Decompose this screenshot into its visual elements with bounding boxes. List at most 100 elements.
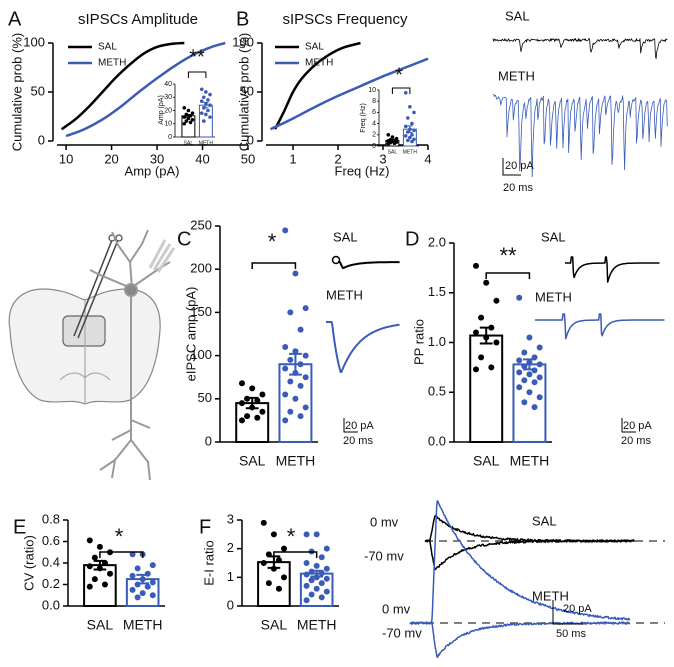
significance-mark: *: [115, 524, 124, 549]
y-tick-label: 4: [372, 120, 376, 127]
data-point: [516, 369, 523, 376]
data-point: [144, 583, 151, 590]
trace-label: METH: [326, 287, 363, 302]
legend-label: SAL: [305, 42, 324, 53]
data-point: [281, 574, 288, 581]
x-tick-label: 50: [241, 151, 255, 166]
data-point: [403, 91, 408, 95]
trace-label: SAL: [541, 229, 566, 244]
data-point: [287, 309, 294, 316]
y-tick-label: 1: [227, 569, 234, 584]
sal-eipsc-trace: [337, 261, 400, 270]
data-point: [531, 354, 538, 361]
y-tick-label: 0.4: [42, 554, 60, 569]
y-tick-label: 2: [372, 132, 376, 139]
data-point: [182, 106, 187, 110]
cumulative-line: [65, 41, 226, 138]
y-tick-label: 0.5: [428, 384, 446, 399]
x-tick-label: 10: [59, 151, 73, 166]
data-point: [386, 133, 391, 137]
data-point: [184, 119, 189, 123]
data-point: [259, 391, 266, 398]
data-point: [472, 366, 479, 373]
significance-mark: **: [189, 46, 205, 68]
data-point: [190, 117, 195, 122]
slice-diagram: [8, 234, 161, 405]
x-tick-label: 20: [104, 151, 118, 166]
y-tick-label: 10: [368, 87, 376, 94]
data-point: [129, 586, 136, 593]
data-point: [238, 400, 245, 407]
data-point: [265, 580, 272, 587]
significance-bracket: [485, 272, 531, 279]
data-point: [488, 364, 495, 371]
data-point: [406, 116, 410, 120]
data-point: [270, 531, 277, 538]
stim-artifact: [331, 255, 341, 265]
panel-label: E: [13, 516, 26, 538]
y-axis-label: E-I ratio: [201, 540, 216, 586]
data-point: [91, 554, 98, 561]
data-point: [303, 571, 310, 578]
data-point: [254, 414, 261, 421]
data-point: [282, 227, 289, 234]
data-point: [287, 356, 294, 363]
significance-bracket: [187, 71, 207, 78]
data-point: [318, 570, 325, 577]
meth-sipsc-trace: [493, 94, 668, 178]
x-tick-label: SAL: [473, 453, 500, 469]
meth-pp-trace: [534, 313, 665, 340]
legend-label: METH: [98, 58, 126, 69]
x-tick-label: SAL: [261, 617, 288, 633]
data-point: [282, 417, 289, 424]
y-tick-label: 0: [38, 132, 45, 147]
data-point: [297, 413, 304, 420]
significance-bracket: [273, 551, 318, 558]
data-point: [282, 343, 289, 350]
data-point: [134, 581, 141, 588]
y-tick-label: 2: [227, 540, 234, 555]
data-point: [303, 560, 310, 566]
significance-mark: *: [268, 229, 277, 254]
data-point: [313, 574, 320, 581]
data-point: [403, 134, 408, 138]
data-point: [323, 545, 330, 552]
data-point: [260, 519, 267, 526]
y-axis-label: Freq (Hz): [360, 103, 367, 133]
data-point: [144, 570, 151, 577]
data-point: [204, 112, 208, 117]
data-point: [406, 138, 410, 143]
sal-ei-trace: [424, 514, 635, 543]
data-point: [302, 404, 309, 411]
data-point: [472, 262, 479, 269]
data-point: [516, 384, 523, 391]
potential-label: 0 mv: [382, 601, 411, 616]
x-tick-label: SAL: [239, 453, 266, 469]
meth-eipsc-trace: [325, 321, 400, 374]
data-point: [188, 114, 193, 118]
data-point: [199, 111, 204, 115]
data-point: [483, 279, 490, 286]
panel-label: D: [405, 228, 419, 250]
y-tick-label: 200: [190, 261, 212, 276]
data-point: [101, 581, 108, 588]
data-point: [408, 135, 412, 140]
scale-label: 20 pA: [623, 420, 652, 432]
data-point: [410, 121, 414, 126]
data-point: [204, 90, 208, 94]
data-point: [86, 583, 93, 590]
significance-bracket: [391, 87, 411, 94]
scale-label: 20 pA: [563, 603, 592, 615]
data-point: [318, 594, 325, 601]
data-point: [202, 106, 206, 110]
data-point: [292, 348, 299, 355]
y-tick-label: 1.0: [428, 334, 446, 349]
data-point: [188, 120, 193, 125]
data-point: [536, 361, 543, 368]
trace-label: SAL: [333, 229, 358, 244]
data-point: [129, 572, 136, 579]
scale-label: 20 pA: [345, 420, 374, 432]
data-point: [531, 379, 538, 386]
x-axis-label: Amp (pA): [125, 163, 180, 178]
